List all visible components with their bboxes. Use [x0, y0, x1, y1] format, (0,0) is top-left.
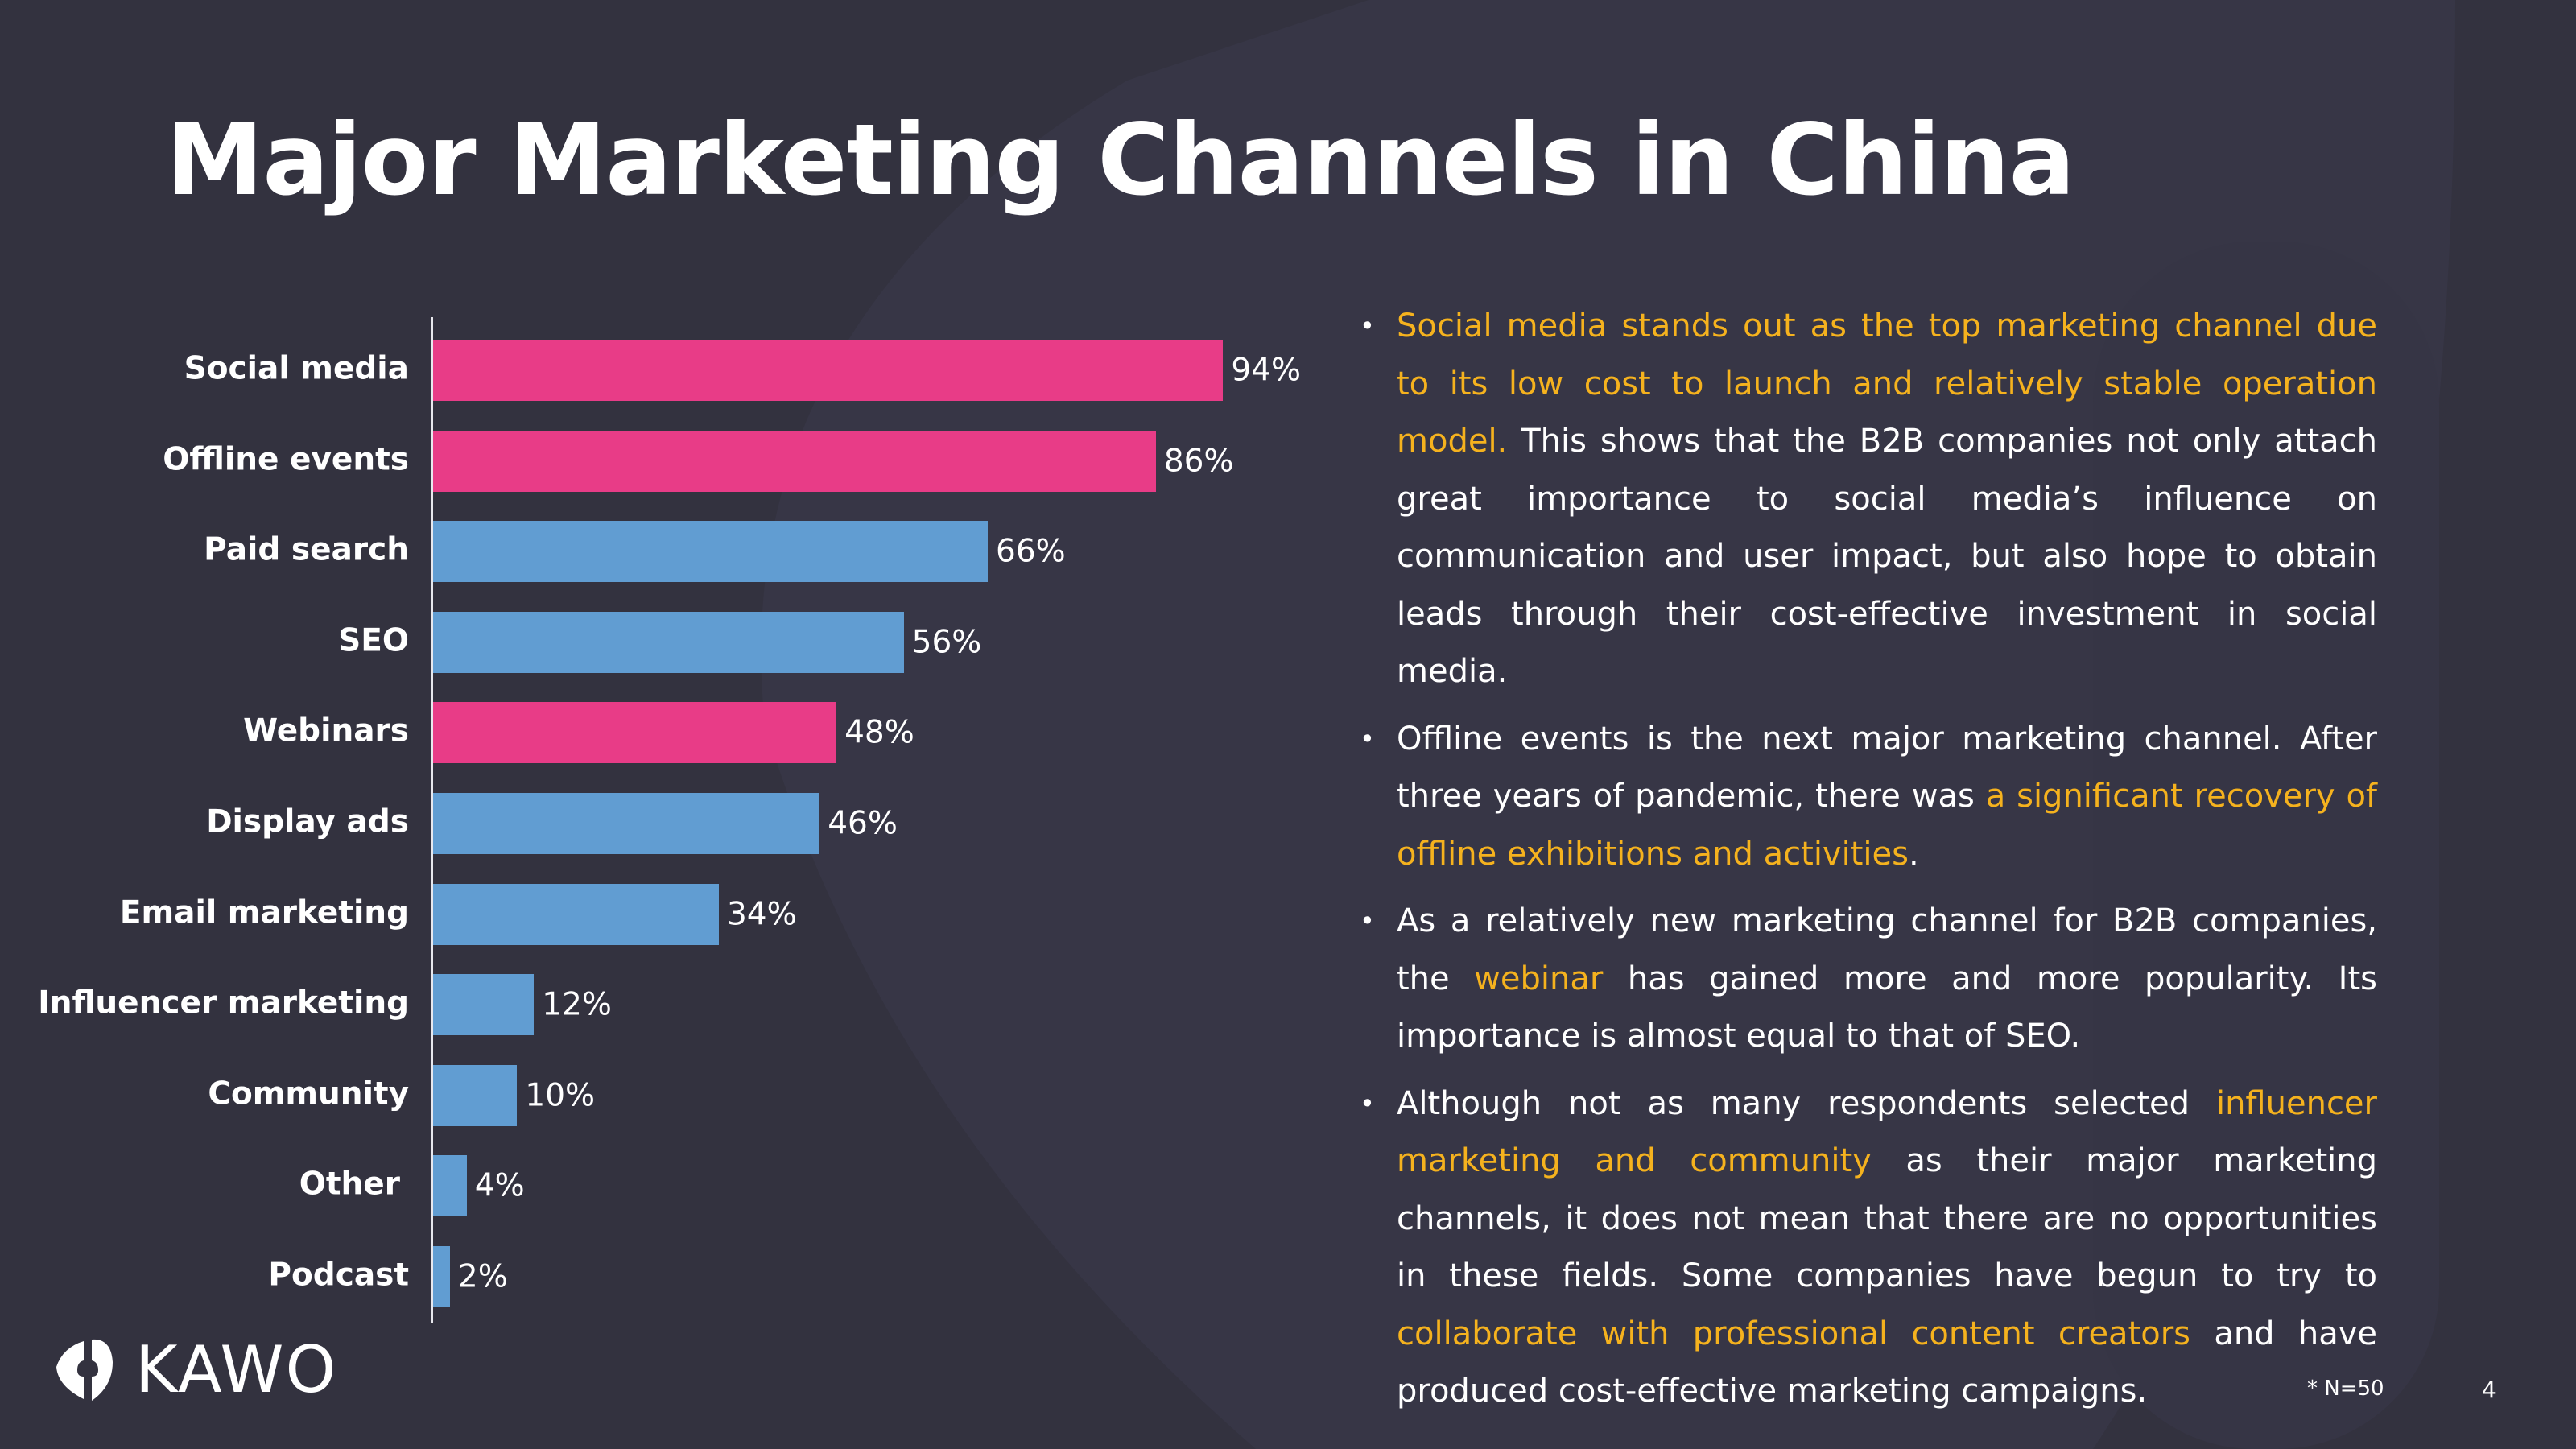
bar [433, 611, 904, 673]
value-label: 86% [1163, 443, 1234, 480]
value-label: 12% [542, 986, 612, 1023]
footnote: * N=50 [2307, 1377, 2384, 1401]
bar [433, 1064, 518, 1126]
value-label: 10% [525, 1077, 596, 1114]
bullet-item: Although not as many respondents selecte… [1360, 1075, 2378, 1421]
bar [433, 793, 820, 854]
body-text: Although not as many respondents selecte… [1397, 1084, 2216, 1122]
bar [433, 974, 535, 1036]
bar [433, 430, 1156, 492]
category-label: Podcast [268, 1257, 409, 1294]
category-label: Paid search [204, 531, 409, 568]
category-label: Community [208, 1075, 409, 1113]
category-label: Webinars [243, 712, 409, 749]
value-label: 94% [1231, 352, 1302, 389]
kawo-logo: KAWO [55, 1338, 337, 1402]
body-text: . [1908, 835, 1919, 873]
highlighted-text: collaborate with professional content cr… [1397, 1315, 2191, 1352]
value-label: 66% [996, 533, 1066, 570]
value-label: 46% [828, 805, 898, 842]
page-number: 4 [2482, 1377, 2496, 1403]
category-label: Display ads [206, 803, 409, 840]
bullet-list: Social media stands out as the top marke… [1360, 298, 2378, 1430]
bar [433, 883, 719, 945]
highlighted-text: a significant recovery of offline exhibi… [1397, 778, 2378, 873]
page-title: Major Marketing Channels in China [166, 103, 2075, 217]
y-axis-line [431, 317, 433, 1323]
category-label: Other [299, 1166, 400, 1203]
body-text: This shows that the B2B companies not on… [1397, 423, 2377, 690]
category-label: Influencer marketing [38, 985, 409, 1022]
logo-text: KAWO [135, 1332, 338, 1407]
highlighted-text: Social media stands out as the top marke… [1397, 308, 2377, 460]
category-label: Social media [184, 350, 409, 387]
body-text: as their major marketing channels, it do… [1397, 1142, 2377, 1294]
bar-chart: Social media 94% Offline events 86% Paid sea… [38, 317, 1302, 1323]
category-label: SEO [338, 622, 409, 659]
body-text: As a relatively new marketing channel fo… [1397, 902, 2377, 997]
bullet-item: As a relatively new marketing channel fo… [1360, 893, 2378, 1066]
kawo-logo-icon [56, 1339, 113, 1401]
bullet-item: Offline events is the next major marketi… [1360, 711, 2378, 884]
bar [433, 1246, 450, 1307]
bullet-item: Social media stands out as the top marke… [1360, 298, 2377, 701]
body-text: Offline events is the next major marketi… [1397, 720, 2377, 815]
highlighted-text: webinar [1474, 960, 1604, 997]
body-text: and have produced cost-effective marketi… [1397, 1315, 2378, 1410]
value-label: 56% [911, 624, 982, 661]
highlighted-text: influencer marketing and community [1397, 1084, 2377, 1180]
value-label: 48% [844, 714, 914, 751]
bar [433, 702, 837, 764]
value-label: 4% [474, 1167, 525, 1204]
value-label: 34% [726, 896, 797, 933]
category-label: Email marketing [119, 894, 409, 931]
bar [433, 340, 1224, 401]
body-text: has gained more and more popularity. Its… [1397, 960, 2378, 1055]
value-label: 2% [457, 1258, 508, 1295]
category-label: Offline events [163, 441, 409, 478]
bar [433, 521, 989, 583]
bar [433, 1155, 467, 1217]
